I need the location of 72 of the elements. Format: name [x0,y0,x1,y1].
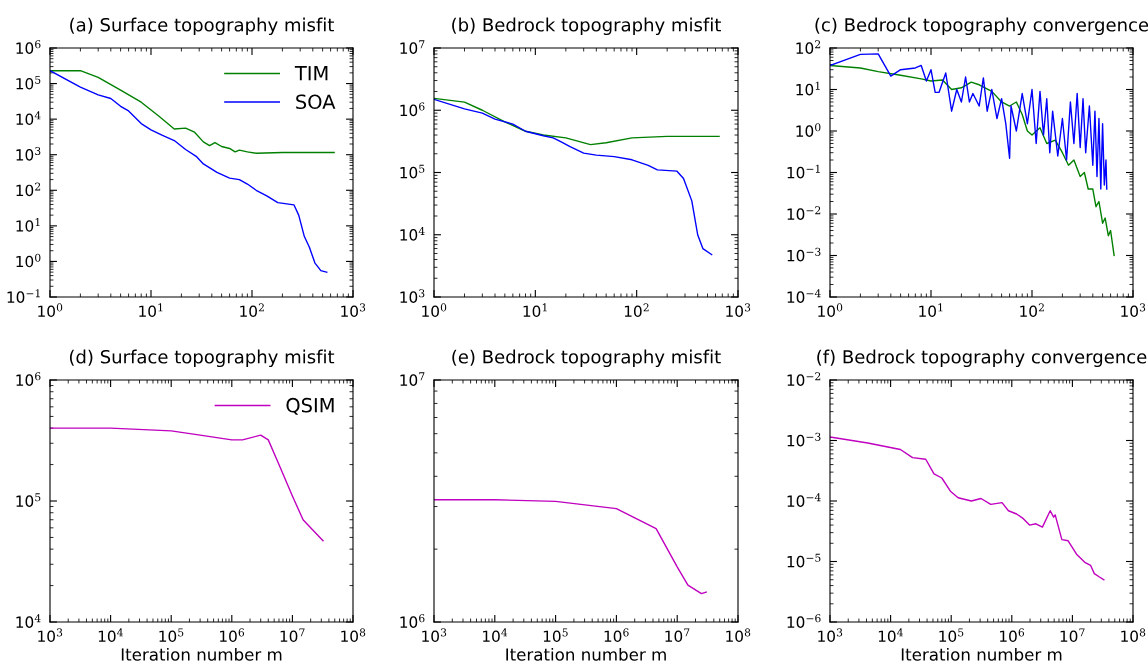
x-tick-label: 10$^{8}$ [341,628,366,643]
y-tick-label: 10$^{−3}$ [787,247,821,262]
x-tick-label: 10$^{0}$ [818,303,843,318]
x-tick-label: 10$^{4}$ [878,628,903,643]
chart-title: (b) Bedrock topography misfit [452,17,721,36]
x-tick-label: 10$^{1}$ [919,303,943,318]
x-axis-title: Iteration number m [506,647,666,661]
y-tick-label: 10$^{4}$ [16,111,41,126]
y-tick-label: 10$^{0}$ [16,253,41,268]
x-tick-label: 10$^{1}$ [523,303,547,318]
y-tick-label: 10$^{4}$ [16,614,41,628]
legend-label: TIM [294,66,328,81]
x-tick-label: 10$^{8}$ [726,628,751,643]
y-tick-label: 10$^{7}$ [400,40,425,54]
y-tick-label: 10$^{1}$ [796,81,820,96]
y-tick-label: 10$^{−6}$ [787,614,821,628]
y-tick-label: 10$^{3}$ [16,146,41,161]
y-tick-label: 10$^{2}$ [796,40,821,54]
legend-label: SOA [296,94,336,110]
y-tick-label: 10$^{2}$ [16,182,41,197]
x-tick-label: 10$^{3}$ [422,628,447,643]
chart-title: (d) Surface topography misfit [69,349,335,368]
x-tick-label: 10$^{2}$ [624,303,649,318]
x-tick-label: 10$^{5}$ [543,628,568,643]
chart-title: (f) Bedrock topography convergence [817,349,1147,368]
y-tick-label: 10$^{6}$ [16,372,41,386]
x-tick-label: 10$^{3}$ [38,628,63,643]
x-tick-label: 10$^{7}$ [1060,628,1085,643]
y-tick-label: 10$^{3}$ [400,289,425,303]
chart-title: (a) Surface topography misfit [70,17,334,36]
x-tick-label: 10$^{2}$ [1020,303,1044,318]
y-tick-label: 10$^{−2}$ [787,206,821,220]
x-tick-label: 10$^{4}$ [483,628,508,643]
y-tick-label: 10$^{4}$ [400,226,425,241]
y-tick-label: 10$^{−3}$ [787,432,821,447]
x-tick-label: 10$^{3}$ [1121,303,1146,318]
y-tick-label: 10$^{−4}$ [787,493,821,507]
y-tick-label: 10$^{−4}$ [787,289,821,303]
y-tick-label: 10$^{−1}$ [787,164,820,179]
y-tick-label: 10$^{7}$ [400,372,425,386]
x-axis-title: Iteration number m [121,647,282,661]
x-tick-label: 10$^{3}$ [726,303,751,318]
x-tick-label: 10$^{6}$ [220,628,245,643]
x-tick-label: 10$^{6}$ [604,628,629,643]
y-tick-label: 10$^{6}$ [400,102,425,117]
x-tick-label: 10$^{0}$ [38,303,63,318]
y-tick-label: 10$^{5}$ [400,164,425,179]
x-tick-label: 10$^{5}$ [159,628,184,643]
x-tick-label: 10$^{4}$ [98,628,123,643]
y-tick-label: 10$^{6}$ [16,40,41,54]
y-tick-label: 10$^{6}$ [400,614,425,628]
chart-title: (c) Bedrock topography convergence [815,17,1148,36]
y-tick-label: 10$^{−1}$ [7,289,40,303]
y-tick-label: 10$^{−5}$ [787,553,821,568]
x-tick-label: 10$^{8}$ [1121,628,1146,643]
x-tick-label: 10$^{7}$ [665,628,690,643]
y-tick-label: 10$^{0}$ [796,123,821,137]
x-tick-label: 10$^{5}$ [939,628,964,643]
y-tick-label: 10$^{5}$ [16,75,41,90]
x-axis-title: Iteration number m [901,647,1062,661]
y-tick-label: 10$^{5}$ [16,493,41,507]
y-tick-label: 10$^{1}$ [16,218,40,232]
y-tick-label: 10$^{−2}$ [787,372,821,386]
x-tick-label: 10$^{3}$ [818,628,843,643]
x-tick-label: 10$^{0}$ [422,303,447,318]
x-tick-label: 10$^{3}$ [341,303,366,318]
x-tick-label: 10$^{2}$ [240,303,264,318]
legend-label: QSIM [286,397,334,415]
chart-title: (e) Bedrock topography misfit [452,349,721,368]
x-tick-label: 10$^{7}$ [280,628,305,643]
x-tick-label: 10$^{1}$ [139,303,163,318]
x-tick-label: 10$^{6}$ [1000,628,1025,643]
